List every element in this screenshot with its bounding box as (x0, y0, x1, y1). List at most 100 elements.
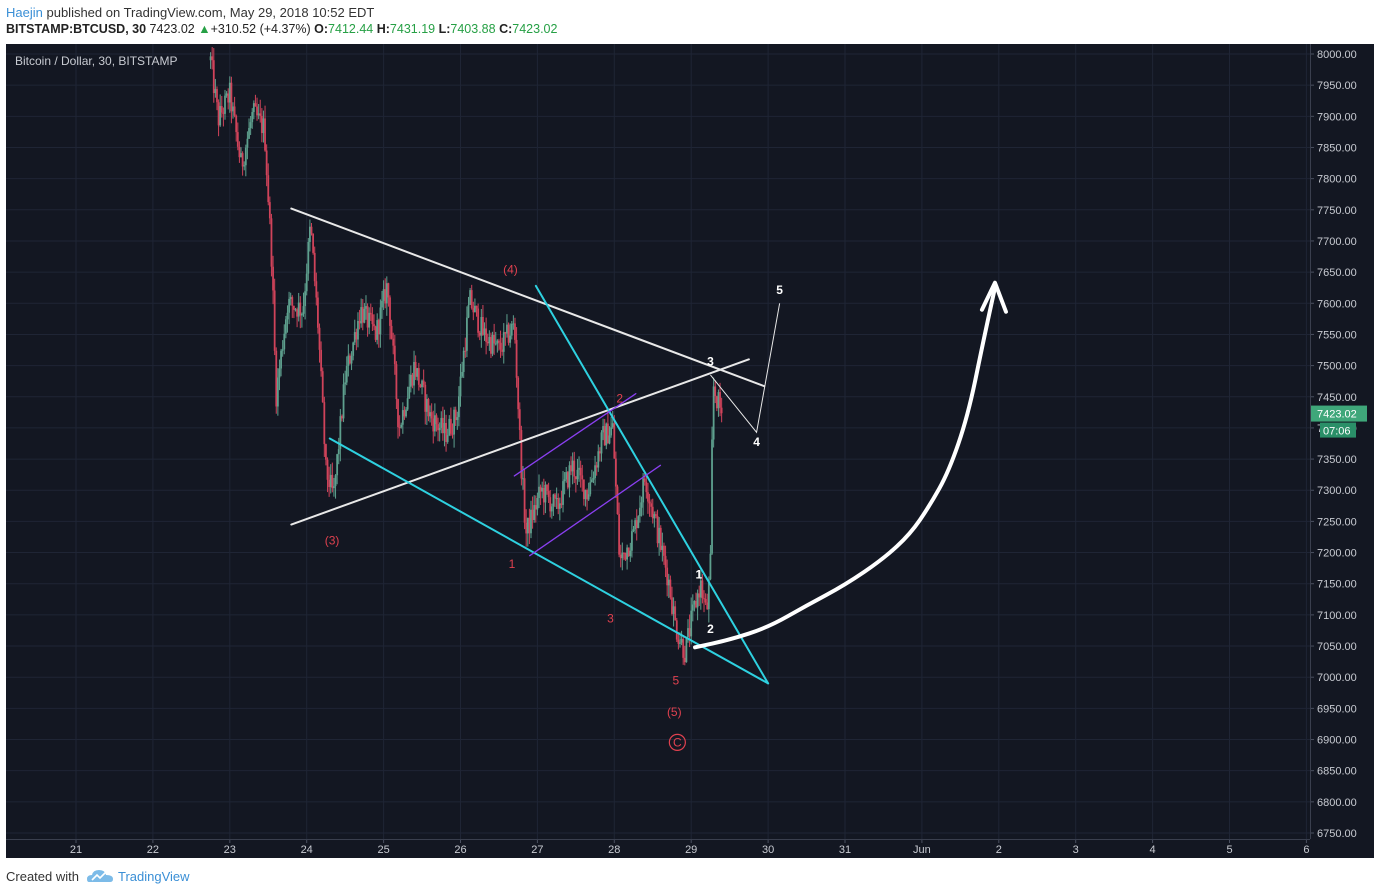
candle-body (578, 467, 580, 470)
candle-body (457, 396, 460, 418)
candle-body (212, 60, 215, 94)
price-tick-label: 7600.00 (1317, 298, 1357, 310)
candle-body (222, 112, 225, 114)
candle-body (248, 128, 250, 139)
candle-body (587, 494, 590, 500)
candle-body (579, 467, 582, 476)
candle-body (688, 628, 691, 637)
candle-body (526, 517, 529, 534)
candle-body (592, 478, 595, 480)
candle-body (655, 514, 657, 516)
wave-label-white: 2 (707, 622, 714, 636)
candle-body (299, 302, 302, 316)
candle-body (470, 290, 473, 309)
candle-body (376, 320, 379, 340)
candle-body (227, 93, 230, 103)
candle-body (581, 475, 584, 480)
candle-body (632, 529, 635, 532)
candle-body (619, 554, 622, 559)
candle-body (368, 312, 371, 328)
candle-body (549, 497, 552, 512)
candle-body (435, 415, 438, 425)
candle-body (284, 319, 287, 334)
candle-body (323, 402, 326, 445)
candle-body (328, 479, 331, 488)
candle-body (349, 355, 351, 364)
time-tick-label: 6 (1303, 844, 1309, 856)
wave-label-red: 1 (509, 557, 516, 571)
candle-body (267, 175, 270, 203)
candle-body (582, 479, 585, 500)
price-tick-label: 7750.00 (1317, 205, 1357, 217)
candle-body (568, 465, 571, 488)
wave-label-white: 1 (696, 568, 703, 582)
candle-body (381, 300, 383, 308)
candle-body (453, 409, 455, 435)
published-text: published on TradingView.com, May 29, 20… (46, 5, 375, 20)
chart-area[interactable]: (4) (3) 1 2 3 5 (5) 1 2 3 4 5 C 8000.00 7950.00 7900.0… (6, 44, 1374, 858)
candle-body (534, 505, 537, 510)
candle-body (294, 309, 297, 311)
candle-body (544, 484, 547, 503)
time-tick-label: 28 (608, 844, 620, 856)
author-link[interactable]: Haejin (6, 5, 43, 20)
time-tick-label: 4 (1150, 844, 1156, 856)
candle-body (243, 165, 246, 167)
candle-body (342, 384, 345, 419)
candle-body (264, 118, 266, 151)
candle-body (480, 317, 483, 336)
candle-body (563, 479, 566, 482)
candle-body (236, 132, 239, 147)
candle-body (518, 409, 521, 431)
channel-line (513, 392, 637, 477)
candle-body (517, 377, 520, 410)
price-tick-label: 6900.00 (1317, 735, 1357, 747)
candle-body (341, 416, 343, 419)
tradingview-brand[interactable]: TradingView (118, 869, 190, 884)
candle-body (602, 426, 604, 433)
candle-body (230, 82, 233, 112)
tradingview-cloud-icon[interactable] (87, 867, 113, 885)
wave-label-red: (5) (667, 705, 682, 719)
candle-body (225, 93, 228, 96)
candle-body (606, 423, 609, 444)
candle-body (441, 417, 444, 434)
candle-body (373, 324, 375, 327)
candle-body (408, 386, 411, 399)
candle-body (474, 305, 476, 313)
close-value: 7423.02 (512, 22, 558, 36)
candle-body (466, 317, 468, 351)
candle-body (437, 424, 439, 431)
candle-body (433, 415, 436, 432)
price-tick-label: 6950.00 (1317, 703, 1357, 715)
candle-body (350, 355, 353, 364)
candle-body (486, 341, 489, 344)
candle-body (334, 475, 337, 487)
candle-body (626, 547, 629, 560)
symbol-name: BITSTAMP:BTCUSD, 30 (6, 22, 147, 36)
candle-body (451, 433, 454, 435)
candle-body (360, 307, 363, 324)
candle-body (648, 501, 651, 504)
candle-body (677, 639, 680, 644)
candle-body (377, 320, 380, 335)
candle-body (333, 486, 335, 489)
wedge-trendline (328, 437, 770, 685)
candle-body (398, 427, 401, 429)
candle-body (616, 486, 619, 515)
candle-body (233, 106, 236, 116)
candle-body (498, 340, 500, 343)
candle-body (669, 579, 672, 598)
candle-body (574, 476, 577, 480)
candle-body (541, 487, 544, 492)
candle-body (631, 531, 633, 551)
candle-body (547, 491, 550, 498)
candle-body (711, 439, 713, 554)
time-tick-label: 29 (685, 844, 697, 856)
candle-body (538, 486, 540, 498)
candle-body (531, 509, 534, 520)
candle-body (693, 600, 696, 605)
wave-projection-path (710, 303, 781, 434)
candle-body (490, 337, 492, 354)
